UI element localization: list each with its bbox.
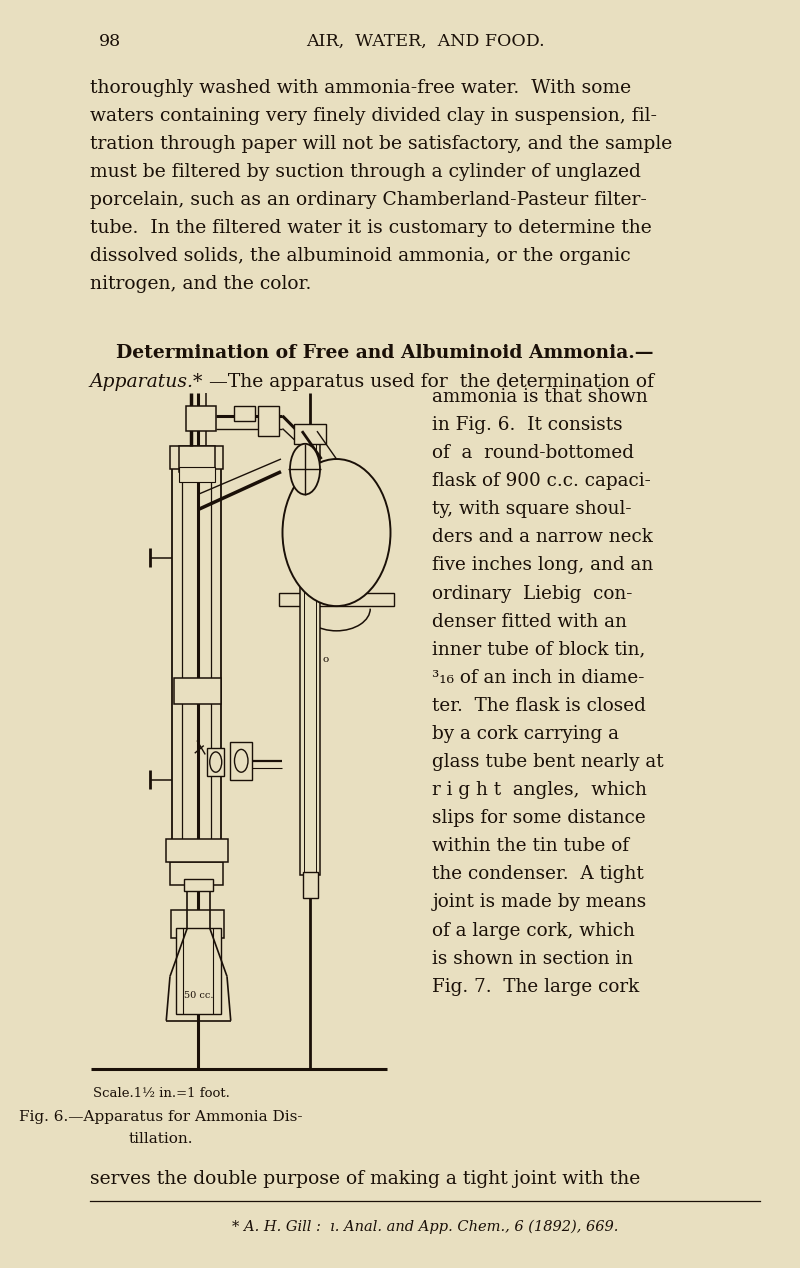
Circle shape [210,752,222,772]
Bar [302,872,318,898]
Text: 98: 98 [98,33,121,49]
Bar [258,406,279,436]
Circle shape [234,749,248,772]
Bar [300,431,320,875]
Text: thoroughly washed with ammonia-free water.  With some
waters containing very fin: thoroughly washed with ammonia-free wate… [90,79,672,293]
Bar [234,406,254,421]
Text: AIR,  WATER,  AND FOOD.: AIR, WATER, AND FOOD. [306,33,544,49]
Bar [170,446,223,469]
Bar [278,593,394,606]
Circle shape [290,444,320,495]
Text: Apparatus.*: Apparatus.* [90,373,203,391]
Text: Fig. 6.—Apparatus for Ammonia Dis-: Fig. 6.—Apparatus for Ammonia Dis- [19,1110,302,1123]
Bar [174,678,221,704]
Ellipse shape [282,459,390,606]
Text: Scale.1½ in.=1 foot.: Scale.1½ in.=1 foot. [93,1087,230,1099]
Text: —The apparatus used for  the determination of: —The apparatus used for the determinatio… [209,373,654,391]
Bar [170,862,223,885]
Bar [294,424,326,444]
Bar [184,879,213,891]
Bar [176,928,221,1014]
Bar [230,742,253,780]
Text: 50 cc.: 50 cc. [184,990,214,1000]
Bar [171,910,224,938]
Text: ammonia is that shown
in Fig. 6.  It consists
of  a  round-bottomed
flask of 900: ammonia is that shown in Fig. 6. It cons… [433,388,664,995]
Text: Determination of Free and Albuminoid Ammonia.—: Determination of Free and Albuminoid Amm… [116,344,654,361]
Bar [207,748,224,776]
Text: * A. H. Gill :  ı. Anal. and App. Chem., 6 (1892), 669.: * A. H. Gill : ı. Anal. and App. Chem., … [232,1220,618,1234]
Bar [179,446,215,472]
Bar [186,406,217,431]
Text: tillation.: tillation. [129,1132,194,1146]
Bar [166,839,228,862]
Bar [179,467,215,482]
Text: o: o [323,654,330,664]
Text: serves the double purpose of making a tight joint with the: serves the double purpose of making a ti… [90,1170,640,1188]
